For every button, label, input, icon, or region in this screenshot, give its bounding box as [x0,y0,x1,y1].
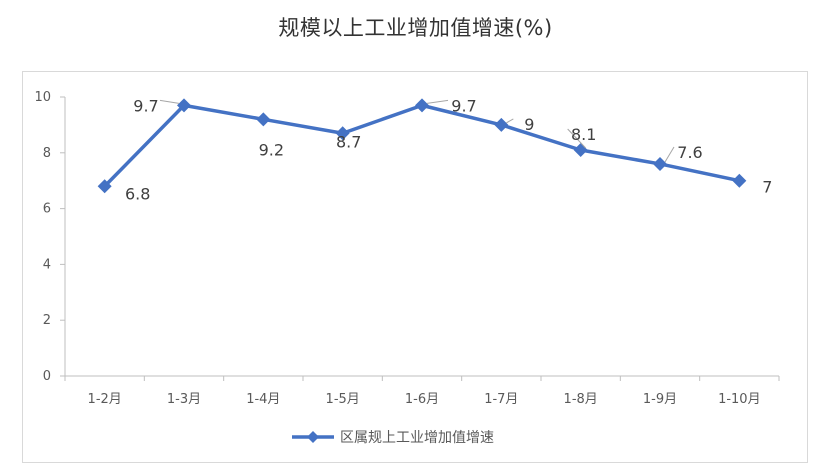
data-label: 9.2 [259,140,284,159]
data-label-leader [567,128,587,149]
data-point-marker [97,179,112,194]
data-point-marker [415,98,429,113]
data-label-leader [664,146,675,163]
data-label: 9 [524,115,534,134]
data-label: 9.7 [451,96,476,115]
x-tick-label: 1-3月 [167,392,201,407]
x-tick-label: 1-6月 [405,392,439,407]
data-point-marker [256,112,271,127]
data-point-marker [177,98,191,113]
legend-label: 区属规上工业增加值增速 [340,430,494,446]
data-point-marker [335,126,350,141]
y-tick-label: 2 [43,313,51,328]
data-point-marker [732,173,747,188]
legend: 区属规上工业增加值增速 [292,430,494,446]
series-line [102,103,742,189]
data-point-marker [653,156,667,171]
y-tick-label: 8 [43,146,51,161]
y-tick-label: 0 [43,369,51,384]
data-label-leader [506,118,514,124]
data-label: 9.7 [133,96,158,115]
data-label: 7.6 [677,143,702,162]
x-tick-label: 1-2月 [88,392,122,407]
y-tick-label: 6 [43,202,51,217]
data-label-leader [159,99,180,104]
series-line-group [97,98,747,194]
y-tick-label: 4 [43,257,51,272]
data-label: 8.7 [336,132,361,151]
chart-frame [22,71,808,463]
y-axis: 0 2 4 6 8 10 [34,90,66,384]
data-label: 7 [762,178,772,197]
x-tick-label: 1-10月 [718,392,761,407]
y-tick-label: 10 [34,90,51,105]
data-label-leader [426,99,449,104]
legend-marker-swatch [307,431,319,443]
x-tick-label: 1-4月 [246,392,280,407]
data-label: 6.8 [125,184,150,203]
x-tick-label: 1-7月 [484,392,518,407]
chart-title: 规模以上工业增加值增速(%) [278,16,553,40]
x-axis: 1-2月 1-3月 1-4月 1-5月 1-6月 1-7月 1-8月 1-9月 1-10月 [64,375,780,407]
x-tick-label: 1-9月 [643,392,677,407]
data-label: 8.1 [571,125,596,144]
data-point-marker [573,143,588,158]
data-point-marker [494,117,509,132]
x-tick-label: 1-8月 [564,392,598,407]
x-tick-label: 1-5月 [326,392,360,407]
data-label-group: 6.8 9.7 9.2 8.7 9.7 9 8.1 7.6 7 [125,96,772,203]
